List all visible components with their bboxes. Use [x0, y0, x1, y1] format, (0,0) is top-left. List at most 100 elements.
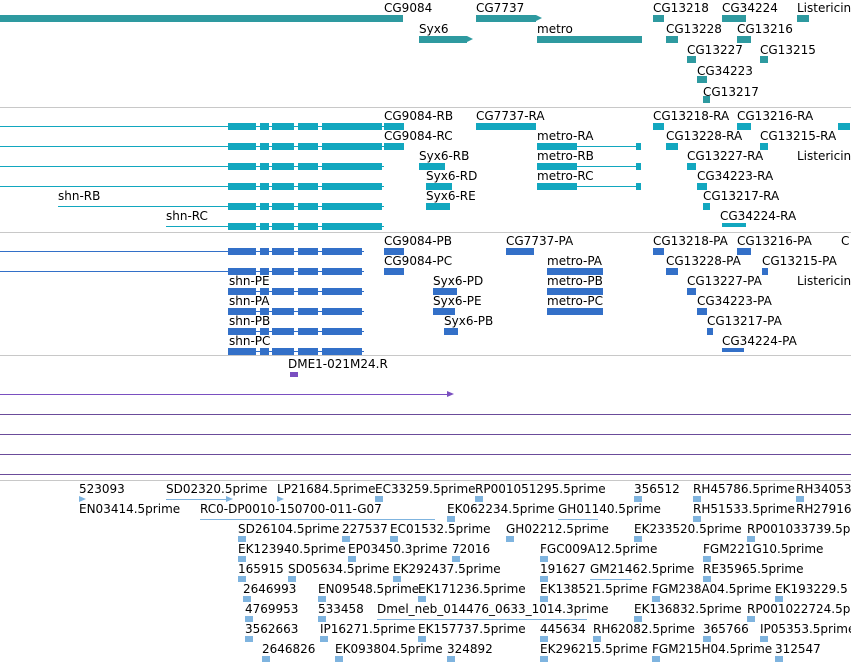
est-label[interactable]: SD02320.5prime	[166, 482, 268, 496]
mrna-label[interactable]: metro-RB	[537, 149, 594, 163]
protein-exon[interactable]	[322, 348, 362, 355]
protein-cg7737-pa[interactable]	[506, 248, 534, 255]
gene-shn-feature[interactable]	[0, 15, 383, 22]
protein-exon[interactable]	[322, 308, 362, 315]
est-mark[interactable]	[747, 616, 755, 622]
protein-exon[interactable]	[272, 328, 294, 335]
est-label[interactable]: FGM221G10.5prime	[703, 542, 824, 556]
est-mark[interactable]	[475, 496, 483, 502]
protein-exon[interactable]	[260, 328, 269, 335]
mrna-label[interactable]: CG13217-RA	[703, 189, 780, 203]
mrna-exon[interactable]	[228, 223, 256, 230]
est-label[interactable]: IP05353.5prime	[760, 622, 851, 636]
mrna-exon[interactable]	[228, 163, 256, 170]
gene-cg34224-feature[interactable]	[722, 15, 746, 22]
est-mark[interactable]	[418, 596, 426, 602]
est-label[interactable]: EP03450.3prime	[348, 542, 448, 556]
est-label[interactable]: 4769953	[245, 602, 299, 616]
est-label[interactable]: EK093804.5prime	[335, 642, 443, 656]
mrna-label[interactable]: shn-RB	[58, 189, 101, 203]
est-mark[interactable]	[652, 656, 660, 662]
mrna-exon[interactable]	[272, 123, 294, 130]
protein-label[interactable]: CG13215-PA	[762, 254, 837, 268]
mrna-exon[interactable]	[322, 123, 382, 130]
gene-cg13215-feature[interactable]	[760, 56, 768, 63]
mrna-exon[interactable]	[260, 143, 269, 150]
protein-cg13227-pa[interactable]	[687, 288, 696, 295]
mrna-label[interactable]: metro-RC	[537, 169, 594, 183]
mrna-label[interactable]: CG9084-RC	[384, 129, 453, 143]
protein-exon[interactable]	[298, 328, 318, 335]
protein-exon[interactable]	[228, 348, 256, 355]
protein-exon[interactable]	[228, 268, 256, 275]
est-mark[interactable]	[238, 536, 246, 542]
protein-syx6-pb[interactable]	[444, 328, 458, 335]
protein-exon[interactable]	[272, 248, 294, 255]
est-label[interactable]: 3562663	[245, 622, 299, 636]
mrna-label[interactable]: CG13216-RA	[737, 109, 814, 123]
protein-label[interactable]: shn-PB	[229, 314, 271, 328]
protein-exon[interactable]	[298, 248, 318, 255]
gene-cg34223-feature[interactable]	[697, 76, 707, 83]
est-mark[interactable]	[652, 596, 660, 602]
mrna-label[interactable]: CG13218-RA	[653, 109, 730, 123]
est-label[interactable]: 523093	[79, 482, 125, 496]
est-label[interactable]: EK292437.5prime	[393, 562, 501, 576]
est-mark[interactable]	[540, 576, 548, 582]
protein-label[interactable]: CG9084-PC	[384, 254, 453, 268]
protein-cg13215-pa[interactable]	[762, 268, 768, 275]
est-label[interactable]: Dmel_neb_014476_0633_1014.3prime	[377, 602, 609, 616]
est-label[interactable]: EK123940.5prime	[238, 542, 346, 556]
gene-label[interactable]: Listericin	[797, 1, 851, 15]
trace-line[interactable]	[0, 474, 851, 475]
est-label[interactable]: GM21462.5prime	[590, 562, 695, 576]
est-mark[interactable]	[634, 616, 642, 622]
protein-metro-pc[interactable]	[547, 308, 603, 315]
gene-cg7737-feature[interactable]	[476, 15, 536, 22]
mrna-cg13216-ra[interactable]	[737, 123, 751, 130]
protein-cg13218-pa[interactable]	[653, 248, 664, 255]
clone-label[interactable]: DME1-021M24.R	[288, 357, 388, 371]
est-mark[interactable]	[796, 496, 804, 502]
est-label[interactable]: RH51533.5prime	[693, 502, 795, 516]
gene-cg13228-feature[interactable]	[666, 36, 678, 43]
mrna-exon[interactable]	[298, 223, 318, 230]
protein-exon[interactable]	[298, 308, 318, 315]
protein-exon[interactable]	[322, 288, 362, 295]
est-label[interactable]: RH45786.5prime	[693, 482, 795, 496]
est-mark[interactable]	[447, 516, 455, 522]
mrna-label[interactable]: Listericin-	[797, 149, 851, 163]
protein-label[interactable]: Syx6-PE	[433, 294, 482, 308]
mrna-exon[interactable]	[272, 223, 294, 230]
mrna-exon[interactable]	[636, 163, 641, 170]
mrna-exon[interactable]	[260, 203, 269, 210]
protein-exon[interactable]	[272, 268, 294, 275]
mrna-exon[interactable]	[298, 183, 318, 190]
protein-exon[interactable]	[228, 248, 256, 255]
est-mark[interactable]	[540, 656, 548, 662]
est-label[interactable]: EN09548.5prime	[318, 582, 420, 596]
trace-line[interactable]	[0, 434, 851, 435]
protein-exon[interactable]	[298, 348, 318, 355]
protein-label[interactable]: C	[841, 234, 850, 248]
est-line[interactable]	[166, 499, 226, 500]
est-label[interactable]: RP001051295.5prime	[475, 482, 606, 496]
est-label[interactable]: EK136832.5prime	[634, 602, 742, 616]
mrna-exon[interactable]	[272, 183, 294, 190]
protein-exon[interactable]	[322, 268, 362, 275]
gene-cg13218-feature[interactable]	[653, 15, 664, 22]
protein-exon[interactable]	[260, 348, 269, 355]
gene-label[interactable]: CG13218	[653, 1, 709, 15]
est-mark[interactable]	[775, 656, 783, 662]
mrna-label[interactable]: shn-RC	[166, 209, 208, 223]
est-line[interactable]	[377, 619, 587, 620]
est-label[interactable]: GH02212.5prime	[506, 522, 609, 536]
protein-exon[interactable]	[322, 328, 362, 335]
protein-label[interactable]: Syx6-PB	[444, 314, 494, 328]
est-mark[interactable]	[540, 556, 548, 562]
gene-label[interactable]: Syx6	[419, 22, 449, 36]
est-label[interactable]: GH01140.5prime	[558, 502, 661, 516]
protein-label[interactable]: metro-PA	[547, 254, 603, 268]
mrna-cg9084-rb[interactable]	[384, 123, 404, 130]
gene-cg9084-feature[interactable]	[383, 15, 403, 22]
